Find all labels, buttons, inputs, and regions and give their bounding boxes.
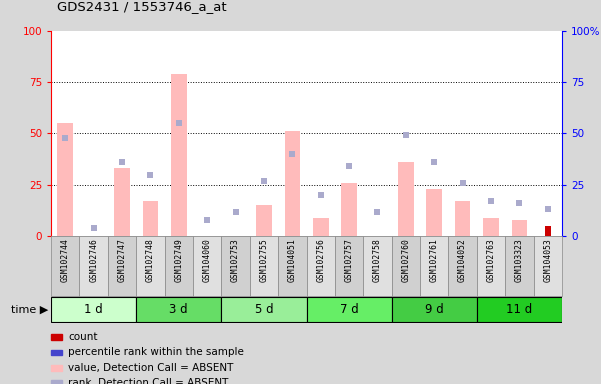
Text: GSM104051: GSM104051 <box>288 238 297 282</box>
Bar <box>58 123 73 236</box>
Text: value, Detection Call = ABSENT: value, Detection Call = ABSENT <box>68 363 233 373</box>
Bar <box>398 162 413 236</box>
Text: GSM102760: GSM102760 <box>401 238 410 282</box>
Bar <box>284 131 300 236</box>
Text: GSM104052: GSM104052 <box>458 238 467 282</box>
Bar <box>250 236 278 296</box>
Bar <box>307 236 335 296</box>
Text: GSM102744: GSM102744 <box>61 238 70 282</box>
Text: 5 d: 5 d <box>255 303 273 316</box>
Text: GSM102748: GSM102748 <box>146 238 155 282</box>
Bar <box>114 168 130 236</box>
Bar <box>51 297 136 322</box>
Text: 1 d: 1 d <box>84 303 103 316</box>
Bar <box>51 350 62 355</box>
Bar <box>420 236 448 296</box>
Text: GDS2431 / 1553746_a_at: GDS2431 / 1553746_a_at <box>57 0 227 13</box>
Bar <box>51 236 79 296</box>
Text: rank, Detection Call = ABSENT: rank, Detection Call = ABSENT <box>68 378 228 384</box>
Bar <box>136 297 221 322</box>
Bar <box>505 236 534 296</box>
Text: percentile rank within the sample: percentile rank within the sample <box>68 348 244 358</box>
Text: GSM102757: GSM102757 <box>344 238 353 282</box>
Bar <box>51 381 62 384</box>
Bar <box>278 236 307 296</box>
Bar <box>193 236 221 296</box>
Bar <box>427 189 442 236</box>
Bar <box>79 236 108 296</box>
Bar <box>256 205 272 236</box>
Text: GSM104053: GSM104053 <box>543 238 552 282</box>
Bar <box>165 236 193 296</box>
Text: GSM102747: GSM102747 <box>118 238 127 282</box>
Bar <box>477 236 505 296</box>
Text: GSM102756: GSM102756 <box>316 238 325 282</box>
Text: GSM103323: GSM103323 <box>515 238 524 282</box>
Text: 11 d: 11 d <box>506 303 532 316</box>
Text: GSM102763: GSM102763 <box>486 238 495 282</box>
Bar <box>307 297 392 322</box>
Text: 7 d: 7 d <box>340 303 358 316</box>
Bar <box>477 297 562 322</box>
Bar <box>392 297 477 322</box>
Text: GSM102758: GSM102758 <box>373 238 382 282</box>
Bar <box>341 183 357 236</box>
Bar <box>455 201 471 236</box>
Text: 9 d: 9 d <box>425 303 444 316</box>
Bar <box>221 236 250 296</box>
Text: GSM102746: GSM102746 <box>89 238 98 282</box>
Text: GSM102755: GSM102755 <box>260 238 269 282</box>
Bar <box>483 218 499 236</box>
Text: GSM102749: GSM102749 <box>174 238 183 282</box>
Bar <box>51 334 62 340</box>
Bar <box>171 74 186 236</box>
Bar <box>534 236 562 296</box>
Bar <box>448 236 477 296</box>
Text: GSM102753: GSM102753 <box>231 238 240 282</box>
Bar <box>392 236 420 296</box>
Text: GSM104060: GSM104060 <box>203 238 212 282</box>
Bar <box>313 218 329 236</box>
Bar <box>136 236 165 296</box>
Bar <box>545 226 551 236</box>
Bar <box>363 236 392 296</box>
Text: count: count <box>68 332 97 342</box>
Text: GSM102761: GSM102761 <box>430 238 439 282</box>
Text: time ▶: time ▶ <box>11 305 48 314</box>
Bar <box>142 201 158 236</box>
Text: 3 d: 3 d <box>169 303 188 316</box>
Bar <box>51 365 62 371</box>
Bar <box>221 297 307 322</box>
Bar <box>108 236 136 296</box>
Bar <box>511 220 527 236</box>
Bar <box>335 236 363 296</box>
